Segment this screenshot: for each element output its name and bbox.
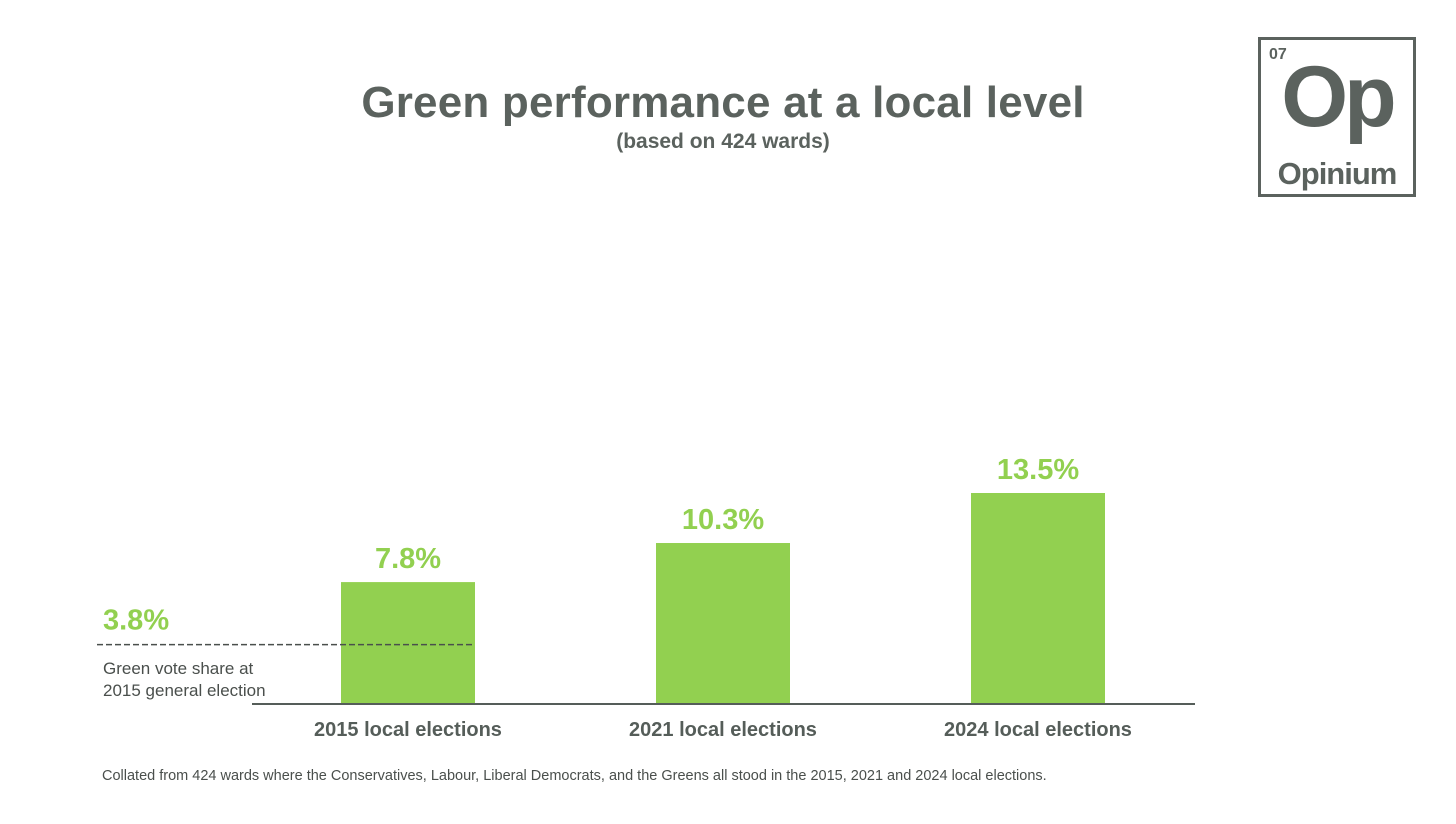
reference-line-value-label: 3.8%: [103, 605, 169, 637]
reference-line-label-line-2: 2015 general election: [103, 681, 266, 700]
bar: [656, 543, 790, 704]
bar-value-label: 10.3%: [682, 504, 764, 536]
reference-line-label-line-1: Green vote share at: [103, 659, 254, 678]
chart-subtitle: (based on 424 wards): [616, 130, 830, 153]
bar-value-label: 13.5%: [997, 454, 1079, 486]
logo-symbol: Op: [1281, 49, 1396, 145]
logo-number: 07: [1269, 46, 1287, 63]
bar-value-label: 7.8%: [375, 543, 441, 575]
logo-name: Opinium: [1277, 156, 1398, 191]
x-tick-label: 2024 local elections: [944, 719, 1132, 741]
footnote: Collated from 424 wards where the Conser…: [102, 768, 1047, 784]
x-tick-label: 2021 local elections: [629, 719, 817, 741]
x-tick-label: 2015 local elections: [314, 719, 502, 741]
reference-line-label: Green vote share at 2015 general electio…: [103, 658, 303, 702]
opinium-logo: 07 Op Opinium: [1258, 37, 1416, 197]
chart-title: Green performance at a local level: [361, 78, 1085, 127]
bar: [971, 493, 1105, 704]
bar: [341, 582, 475, 704]
